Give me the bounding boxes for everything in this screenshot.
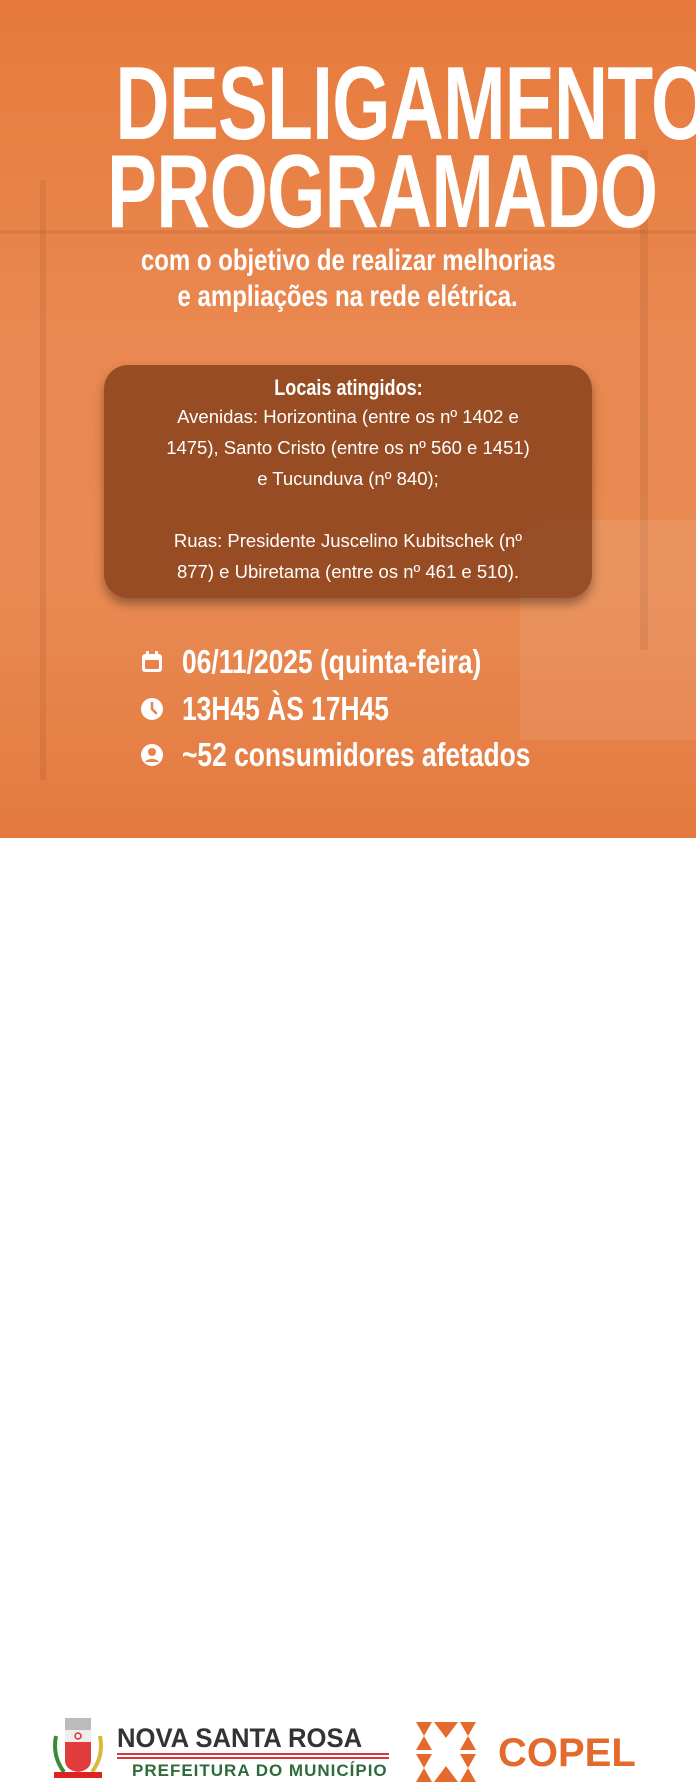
date-row: 06/11/2025 (quinta-feira) — [140, 642, 556, 682]
consumers-text: ~52 consumidores afetados — [182, 736, 531, 773]
spacer — [104, 494, 592, 525]
title-line2: PROGRAMADO — [106, 134, 658, 250]
avenidas-line: 1475), Santo Cristo (entre os nº 560 e 1… — [166, 437, 530, 458]
locations-box: Locais atingidos: Avenidas: Horizontina … — [104, 365, 592, 598]
hero-background: DESLIGAMENTO PROGRAMADO com o objetivo d… — [0, 0, 696, 838]
locations-heading: Locais atingidos: — [273, 375, 423, 400]
municipality-name: NOVA SANTA ROSA — [117, 1723, 363, 1753]
wire-silhouette — [0, 230, 696, 234]
pole-silhouette — [640, 150, 648, 650]
ruas-line: Ruas: Presidente Juscelino Kubitschek (n… — [173, 530, 523, 551]
title-line1: DESLIGAMENTO — [115, 46, 696, 162]
municipal-coat-of-arms-logo — [53, 1718, 103, 1778]
municipality-subtitle: PREFEITURA DO MUNICÍPIO — [132, 1761, 388, 1780]
copel-name: COPEL — [498, 1731, 636, 1775]
clock-icon — [140, 697, 164, 721]
time-text: 13H45 ÀS 17H45 — [182, 690, 389, 727]
municipality-divider — [117, 1753, 389, 1759]
avenidas-line: Avenidas: Horizontina (entre os nº 1402 … — [177, 406, 519, 427]
consumers-row: ~52 consumidores afetados — [140, 735, 618, 775]
subtitle-line1: com o objetivo de realizar melhorias — [140, 244, 556, 277]
calendar-icon — [140, 650, 164, 674]
footer: NOVA SANTA ROSA PREFEITURA DO MUNICÍPIO … — [0, 838, 696, 1782]
user-icon — [140, 743, 164, 767]
subtitle-line2: e ampliações na rede elétrica. — [177, 280, 519, 313]
time-row: 13H45 ÀS 17H45 — [140, 689, 441, 729]
ruas-line: 877) e Ubiretama (entre os nº 461 e 510)… — [176, 561, 519, 582]
pole-silhouette — [40, 180, 46, 780]
date-text: 06/11/2025 (quinta-feira) — [182, 643, 482, 680]
copel-logo-mark — [416, 1722, 476, 1782]
avenidas-line: e Tucunduva (nº 840); — [257, 468, 439, 489]
